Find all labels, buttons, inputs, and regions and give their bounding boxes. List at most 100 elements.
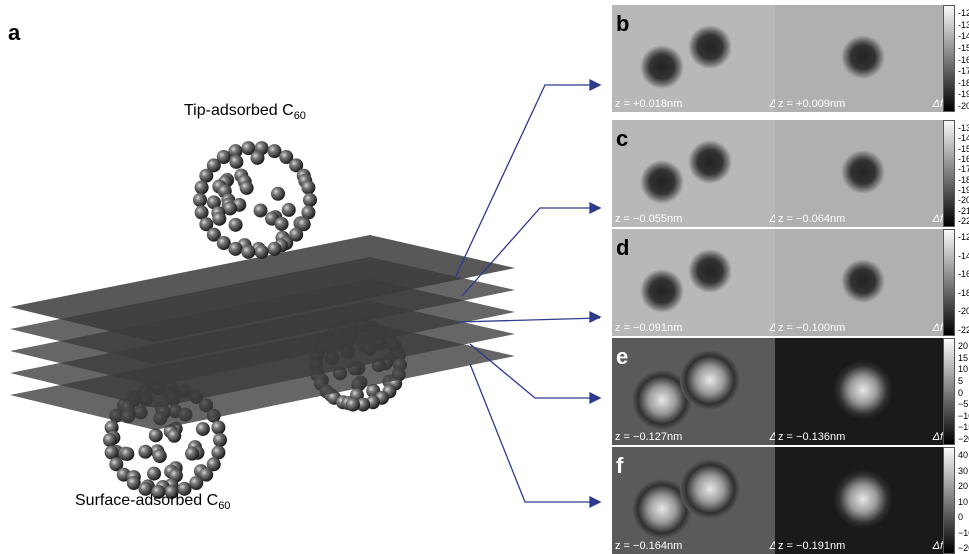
carbon-atom — [206, 158, 221, 173]
molecule-contrast — [841, 35, 885, 79]
colorbar-tick-label: -17 — [958, 66, 969, 77]
colorbar — [943, 5, 955, 112]
height-label: z = +0.009nm — [778, 98, 846, 110]
molecule-contrast — [833, 469, 893, 529]
height-label: z = +0.018nm — [615, 98, 683, 110]
carbon-atom — [211, 445, 226, 460]
carbon-atom — [193, 193, 207, 207]
colorbar-tick-label: 0 — [958, 512, 964, 522]
colorbar-tick-label: -18 — [958, 77, 969, 88]
colorbar-tick-label: 5 — [958, 375, 964, 386]
carbon-atom — [301, 205, 316, 220]
carbon-atom — [253, 203, 268, 218]
carbon-atom — [228, 144, 243, 159]
delta-f-label: Δf — [769, 540, 780, 552]
molecule-contrast — [841, 259, 885, 303]
colorbar-tick-label: -20 — [958, 195, 969, 206]
carbon-atom — [109, 457, 124, 472]
afm-image-e-left: z = −0.127nm Δf — [612, 338, 784, 445]
carbon-atom — [199, 168, 214, 183]
colorbar — [943, 120, 955, 227]
colorbar-tick-label: -17 — [958, 164, 969, 175]
carbon-atom — [281, 202, 296, 217]
colorbar-tick-label: -19 — [958, 185, 969, 195]
panel-label-a: a — [8, 20, 21, 45]
carbon-atom — [167, 428, 182, 443]
colorbar-tick-label: 20 — [958, 341, 969, 351]
colorbar-tick-label: -20 — [958, 101, 969, 111]
colorbar-tick-label: 10 — [958, 364, 969, 375]
carbon-atom — [185, 446, 200, 461]
carbon-atom — [194, 205, 209, 220]
molecule-contrast — [841, 150, 885, 194]
colorbar-tick-label: -15 — [958, 42, 969, 53]
carbon-atom — [148, 428, 163, 443]
colorbar-tick-label: -22 — [958, 325, 969, 335]
height-label: z = −0.055nm — [615, 213, 683, 225]
schematic — [10, 78, 602, 509]
carbon-atom — [199, 467, 214, 482]
arrows — [454, 78, 602, 509]
colorbar-tick-label: -16 — [958, 269, 969, 280]
carbon-atom — [138, 481, 153, 496]
scan-planes — [10, 235, 515, 430]
molecule-contrast — [632, 370, 692, 430]
carbon-atom — [228, 217, 243, 232]
panel-label-c: c — [616, 126, 629, 151]
carbon-atom — [289, 227, 304, 242]
colorbar-tick-label: 40 — [958, 450, 969, 460]
height-label: z = −0.127nm — [615, 431, 683, 443]
colorbar-tick-label: -14 — [958, 250, 969, 261]
tip-label: Tip-adsorbed C60 — [184, 102, 306, 122]
carbon-atom — [211, 420, 226, 435]
carbon-atom — [267, 241, 282, 256]
delta-f-label: Δf — [932, 431, 943, 443]
carbon-atom — [138, 444, 153, 459]
carbon-atom — [241, 244, 256, 259]
colorbar-tick-label: −10 — [958, 527, 969, 538]
afm-image-b-right: z = +0.009nm Δf — [775, 5, 947, 112]
afm-image-d-right: z = −0.100nm Δf — [775, 229, 947, 336]
colorbar — [943, 447, 955, 554]
carbon-atom — [223, 201, 238, 216]
colorbar-tick-label: -21 — [958, 205, 969, 216]
carbon-atom — [241, 141, 256, 156]
colorbar-tick-label: -12 — [958, 8, 969, 18]
colorbar-tick-label: -16 — [958, 54, 969, 65]
carbon-atom — [296, 217, 311, 232]
carbon-atom — [104, 445, 119, 460]
carbon-atom — [239, 180, 254, 195]
colorbar-tick-label: −5 — [958, 399, 969, 410]
carbon-atom — [303, 193, 317, 207]
carbon-atom — [228, 241, 243, 256]
colorbar-tick-label: -15 — [958, 143, 969, 154]
delta-f-label: Δf — [932, 540, 943, 552]
carbon-atom — [120, 446, 135, 461]
afm-image-f-left: z = −0.164nm Δf — [612, 447, 784, 554]
delta-f-label: Δf — [932, 213, 943, 225]
carbon-atom — [345, 397, 360, 412]
afm-image-b-left: z = +0.018nm Δf — [612, 5, 784, 112]
molecule-contrast — [640, 160, 684, 204]
carbon-atom — [152, 449, 167, 464]
carbon-atom — [194, 180, 209, 195]
colorbar-tick-label: -13 — [958, 19, 969, 30]
carbon-atom — [177, 481, 192, 496]
colorbar-tick-label: 0 — [958, 387, 964, 398]
height-label: z = −0.091nm — [615, 322, 683, 334]
colorbar — [943, 338, 955, 445]
panel-label-d: d — [616, 235, 630, 260]
delta-f-label: Δf — [769, 213, 780, 225]
panel-label-e: e — [616, 344, 629, 369]
molecule-contrast — [632, 479, 692, 539]
colorbar — [943, 229, 955, 336]
molecule-contrast — [640, 45, 684, 89]
carbon-atom — [216, 149, 231, 164]
delta-f-label: Δf — [769, 322, 780, 334]
carbon-atom — [216, 236, 231, 251]
carbon-atom — [229, 154, 244, 169]
carbon-atom — [206, 457, 221, 472]
carbon-atom — [213, 433, 227, 447]
colorbar-tick-label: 20 — [958, 481, 969, 491]
